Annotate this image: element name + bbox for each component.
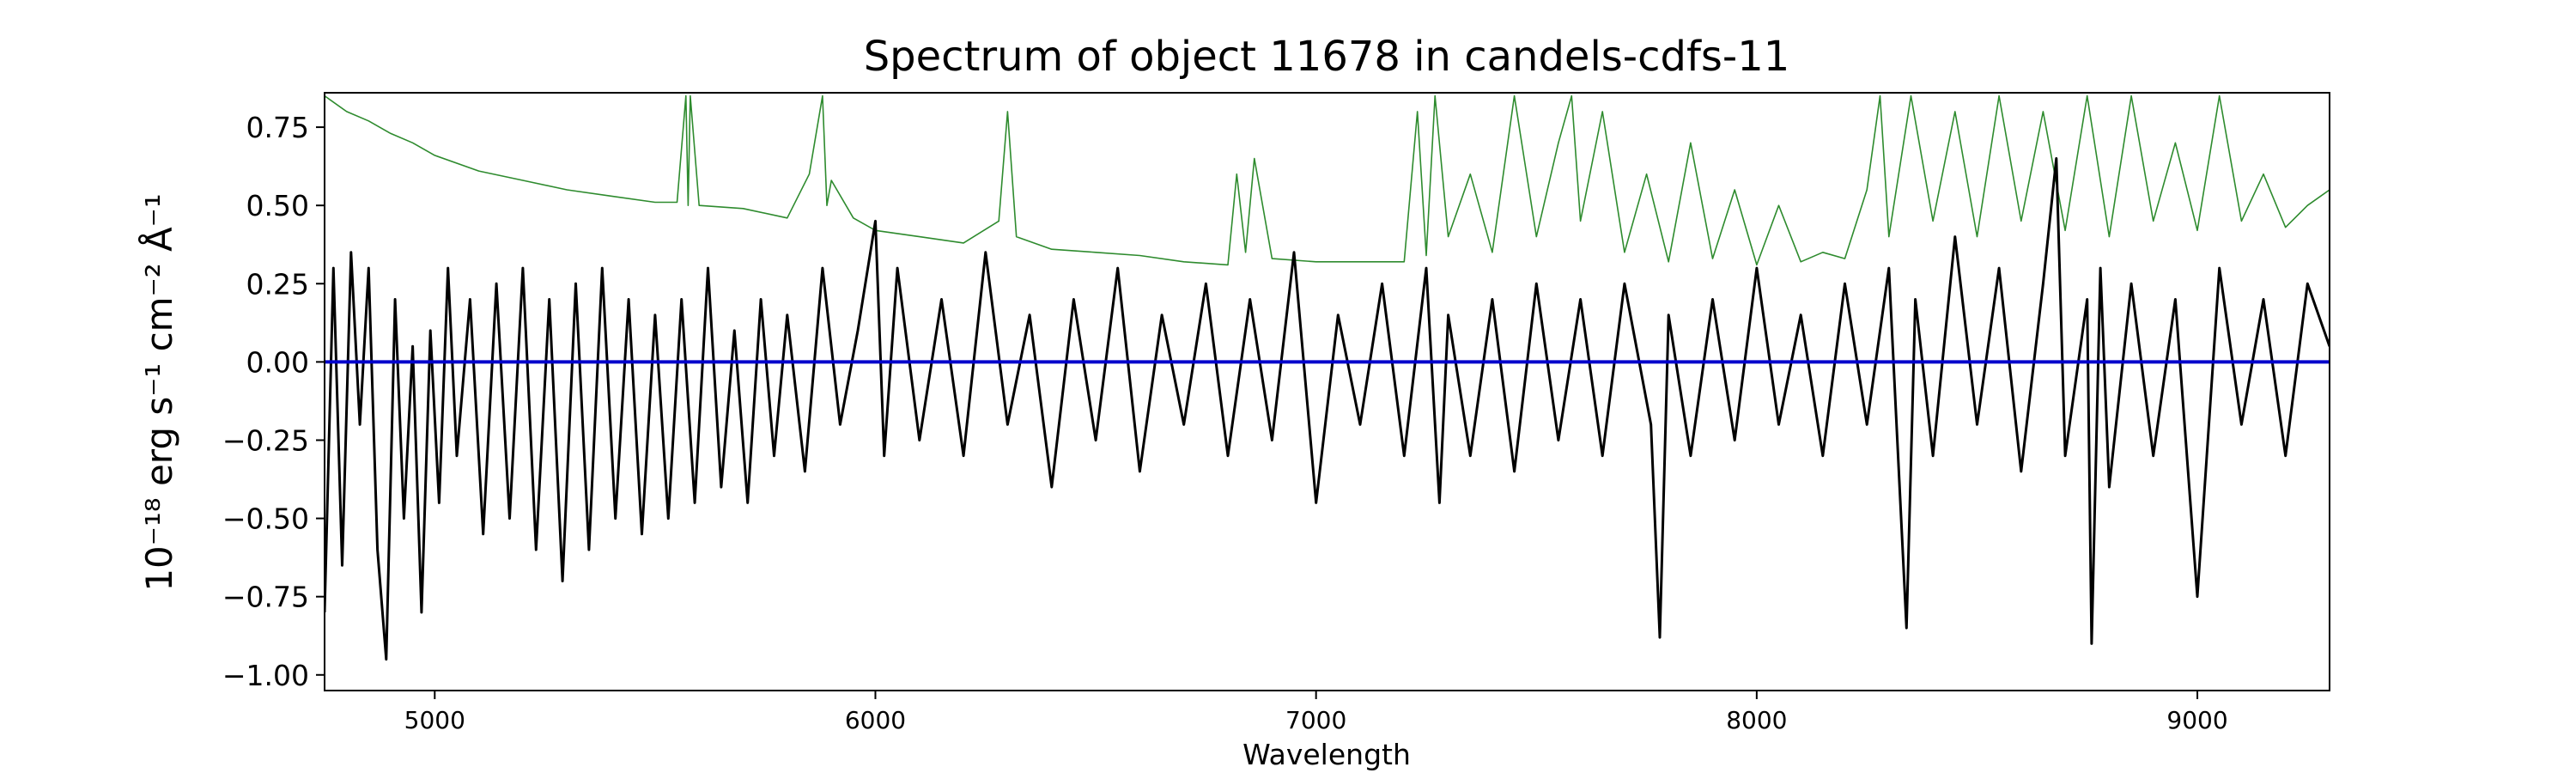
x-tick-label: 7000 (1285, 706, 1346, 734)
plot-frame (324, 92, 2330, 691)
series-line-flux (325, 157, 2330, 661)
y-axis-ticks: −1.00 −0.75 −0.50 −0.25 0.00 0.25 0.50 0.75 (222, 111, 325, 692)
x-tick-label: 9000 (2166, 706, 2227, 734)
y-tick-label: −0.75 (222, 581, 309, 614)
y-tick-label: 0.25 (246, 267, 309, 301)
y-tick-label: −0.50 (222, 502, 309, 536)
y-tick-label: 0.00 (246, 345, 309, 379)
x-axis-label: Wavelength (1242, 738, 1411, 771)
x-axis-ticks: 5000 6000 7000 8000 9000 (404, 691, 2228, 734)
y-axis-label: 10⁻¹⁸ erg s⁻¹ cm⁻² Å⁻¹ (137, 193, 180, 591)
y-tick-label: 0.75 (246, 111, 309, 144)
x-tick-label: 6000 (845, 706, 906, 734)
y-tick-label: 0.50 (246, 189, 309, 222)
series-layer (325, 94, 2330, 661)
chart-title: Spectrum of object 11678 in candels-cdfs… (864, 33, 1790, 81)
x-tick-label: 8000 (1726, 706, 1787, 734)
series-line-error (325, 94, 2330, 266)
x-tick-label: 5000 (404, 706, 465, 734)
y-tick-label: −1.00 (222, 659, 309, 692)
y-tick-label: −0.25 (222, 423, 309, 457)
